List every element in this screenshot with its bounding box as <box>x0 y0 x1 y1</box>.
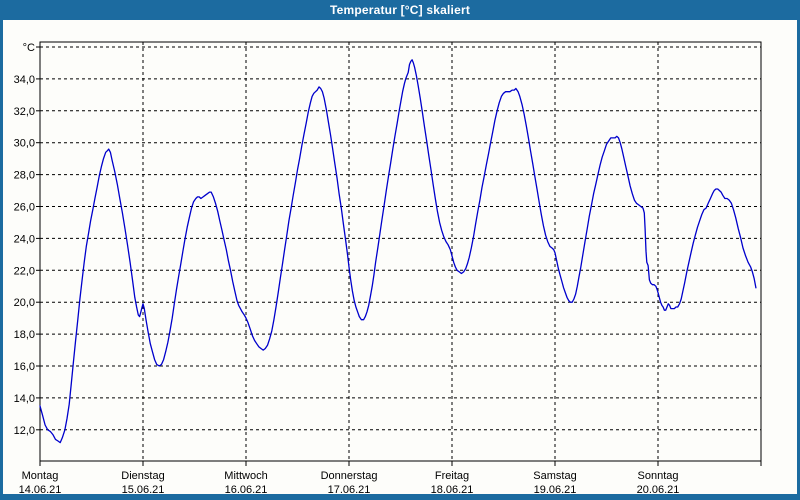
window-title: Temperatur [°C] skaliert <box>329 3 471 17</box>
y-axis-label: 16,0 <box>14 361 35 373</box>
y-axis-label: 12,0 <box>14 425 35 437</box>
x-axis-date-label: 15.06.21 <box>122 484 165 494</box>
x-axis-day-label: Sonntag <box>638 470 679 482</box>
x-axis-day-label: Freitag <box>435 470 469 482</box>
x-axis-date-label: 20.06.21 <box>637 484 680 494</box>
temperature-chart[interactable]: °C 34,0 32,0 30,0 28,0 26,0 24,0 22,0 20,0 18,0 16… <box>3 20 797 494</box>
x-axis-date-label: 18.06.21 <box>431 484 474 494</box>
y-axis-unit-label: °C <box>23 42 35 54</box>
x-axis-day-label: Montag <box>22 470 59 482</box>
chart-content-area: °C 34,0 32,0 30,0 28,0 26,0 24,0 22,0 20,0 18,0 16… <box>3 20 797 494</box>
y-axis-label: 14,0 <box>14 393 35 405</box>
temperature-line <box>39 59 757 444</box>
y-axis-label: 26,0 <box>14 202 35 214</box>
y-axis-label: 20,0 <box>14 297 35 309</box>
window-titlebar[interactable]: Temperatur [°C] skaliert <box>0 0 800 20</box>
y-axis-label: 18,0 <box>14 329 35 341</box>
x-axis-day-label: Mittwoch <box>224 470 267 482</box>
y-axis-label: 32,0 <box>14 106 35 118</box>
y-axis-label: 34,0 <box>14 74 35 86</box>
y-axis-label: 22,0 <box>14 265 35 277</box>
x-axis-date-label: 14.06.21 <box>19 484 62 494</box>
x-axis-date-label: 17.06.21 <box>328 484 371 494</box>
y-axis-label: 24,0 <box>14 233 35 245</box>
y-axis-label: 28,0 <box>14 170 35 182</box>
x-axis-day-label: Dienstag <box>121 470 164 482</box>
y-axis-label: 30,0 <box>14 138 35 150</box>
x-axis-day-label: Donnerstag <box>321 470 378 482</box>
x-axis-day-label: Samstag <box>533 470 576 482</box>
x-axis-date-label: 19.06.21 <box>534 484 577 494</box>
x-axis-date-label: 16.06.21 <box>225 484 268 494</box>
plot-border <box>39 41 762 462</box>
